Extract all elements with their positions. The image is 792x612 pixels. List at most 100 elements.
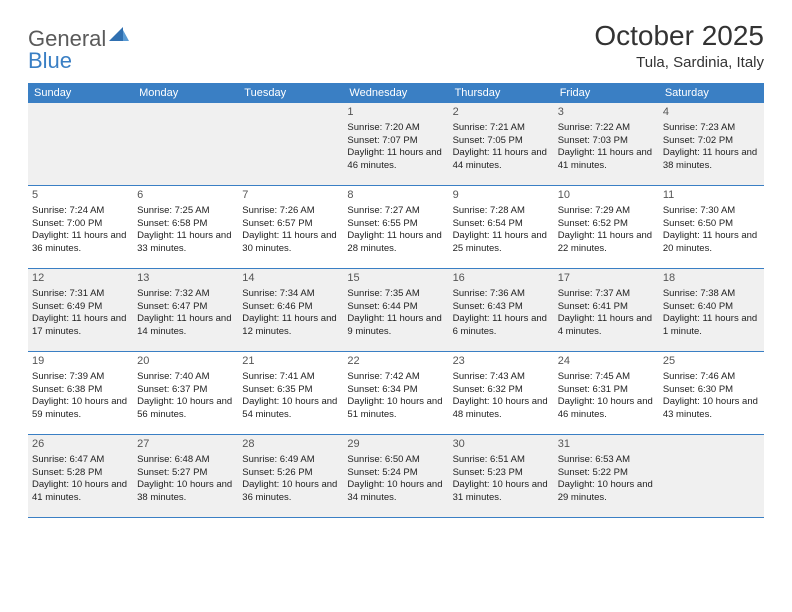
daylight-text: Daylight: 11 hours and 28 minutes. (347, 230, 444, 256)
sunrise-text: Sunrise: 7:34 AM (242, 288, 339, 301)
day-number: 14 (242, 271, 339, 286)
day-cell (28, 103, 133, 185)
day-cell (659, 435, 764, 517)
day-cell: 9Sunrise: 7:28 AMSunset: 6:54 PMDaylight… (449, 186, 554, 268)
daylight-text: Daylight: 11 hours and 44 minutes. (453, 147, 550, 173)
sunset-text: Sunset: 6:47 PM (137, 301, 234, 314)
weekday-header: Friday (554, 83, 659, 103)
daylight-text: Daylight: 10 hours and 41 minutes. (32, 479, 129, 505)
day-number: 2 (453, 105, 550, 120)
sunset-text: Sunset: 7:07 PM (347, 135, 444, 148)
sunset-text: Sunset: 6:35 PM (242, 384, 339, 397)
day-number: 26 (32, 437, 129, 452)
day-number: 13 (137, 271, 234, 286)
weekday-header: Monday (133, 83, 238, 103)
month-title: October 2025 (594, 20, 764, 52)
day-cell: 28 Sunrise: 6:49 AMSunset: 5:26 PMDayligh… (238, 435, 343, 517)
day-number: 1 (347, 105, 444, 120)
sunset-text: Sunset: 6:30 PM (663, 384, 760, 397)
sunrise-text: Sunrise: 7:46 AM (663, 371, 760, 384)
daylight-text: Daylight: 10 hours and 36 minutes. (242, 479, 339, 505)
day-cell: 5Sunrise: 7:24 AMSunset: 7:00 PMDaylight… (28, 186, 133, 268)
day-cell: 13Sunrise: 7:32 AMSunset: 6:47 PMDayligh… (133, 269, 238, 351)
sunset-text: Sunset: 6:58 PM (137, 218, 234, 231)
sunset-text: Sunset: 6:31 PM (558, 384, 655, 397)
sunrise-text: Sunrise: 7:25 AM (137, 205, 234, 218)
day-number: 18 (663, 271, 760, 286)
sunset-text: Sunset: 6:52 PM (558, 218, 655, 231)
logo-triangle-icon (109, 27, 129, 46)
day-number: 28 (242, 437, 339, 452)
sunrise-text: Sunrise: 7:26 AM (242, 205, 339, 218)
sunset-text: Sunset: 5:26 PM (242, 467, 339, 480)
sunset-text: Sunset: 5:22 PM (558, 467, 655, 480)
calendar-grid: SundayMondayTuesdayWednesdayThursdayFrid… (28, 83, 764, 518)
daylight-text: Daylight: 11 hours and 36 minutes. (32, 230, 129, 256)
daylight-text: Daylight: 10 hours and 38 minutes. (137, 479, 234, 505)
daylight-text: Daylight: 10 hours and 34 minutes. (347, 479, 444, 505)
sunrise-text: Sunrise: 7:27 AM (347, 205, 444, 218)
day-cell: 2Sunrise: 7:21 AMSunset: 7:05 PMDaylight… (449, 103, 554, 185)
day-number: 17 (558, 271, 655, 286)
calendar-page: General October 2025 Tula, Sardinia, Ita… (0, 0, 792, 538)
daylight-text: Daylight: 10 hours and 43 minutes. (663, 396, 760, 422)
daylight-text: Daylight: 11 hours and 46 minutes. (347, 147, 444, 173)
day-cell: 24Sunrise: 7:45 AMSunset: 6:31 PMDayligh… (554, 352, 659, 434)
day-cell: 30Sunrise: 6:51 AMSunset: 5:23 PMDayligh… (449, 435, 554, 517)
sunset-text: Sunset: 6:41 PM (558, 301, 655, 314)
sunset-text: Sunset: 6:34 PM (347, 384, 444, 397)
sunrise-text: Sunrise: 7:30 AM (663, 205, 760, 218)
day-number: 5 (32, 188, 129, 203)
sunrise-text: Sunrise: 7:37 AM (558, 288, 655, 301)
weekday-header: Saturday (659, 83, 764, 103)
day-cell: 23Sunrise: 7:43 AMSunset: 6:32 PMDayligh… (449, 352, 554, 434)
sunrise-text: Sunrise: 6:49 AM (242, 454, 339, 467)
day-number: 30 (453, 437, 550, 452)
day-number: 27 (137, 437, 234, 452)
sunrise-text: Sunrise: 7:22 AM (558, 122, 655, 135)
day-number: 4 (663, 105, 760, 120)
daylight-text: Daylight: 11 hours and 22 minutes. (558, 230, 655, 256)
sunrise-text: Sunrise: 7:23 AM (663, 122, 760, 135)
daylight-text: Daylight: 11 hours and 6 minutes. (453, 313, 550, 339)
day-number: 21 (242, 354, 339, 369)
day-cell: 11Sunrise: 7:30 AMSunset: 6:50 PMDayligh… (659, 186, 764, 268)
day-cell: 14Sunrise: 7:34 AMSunset: 6:46 PMDayligh… (238, 269, 343, 351)
daylight-text: Daylight: 11 hours and 17 minutes. (32, 313, 129, 339)
sunrise-text: Sunrise: 7:40 AM (137, 371, 234, 384)
sunset-text: Sunset: 6:38 PM (32, 384, 129, 397)
day-number: 6 (137, 188, 234, 203)
daylight-text: Daylight: 10 hours and 51 minutes. (347, 396, 444, 422)
page-header: General October 2025 Tula, Sardinia, Ita… (28, 20, 764, 71)
sunset-text: Sunset: 7:00 PM (32, 218, 129, 231)
weekday-header: Thursday (449, 83, 554, 103)
day-cell: 21Sunrise: 7:41 AMSunset: 6:35 PMDayligh… (238, 352, 343, 434)
sunrise-text: Sunrise: 7:36 AM (453, 288, 550, 301)
weekday-header-row: SundayMondayTuesdayWednesdayThursdayFrid… (28, 83, 764, 103)
day-cell: 3Sunrise: 7:22 AMSunset: 7:03 PMDaylight… (554, 103, 659, 185)
day-cell: 4 Sunrise: 7:23 AMSunset: 7:02 PMDaylight… (659, 103, 764, 185)
sunrise-text: Sunrise: 7:20 AM (347, 122, 444, 135)
sunset-text: Sunset: 5:24 PM (347, 467, 444, 480)
day-cell: 29Sunrise: 6:50 AMSunset: 5:24 PMDayligh… (343, 435, 448, 517)
sunset-text: Sunset: 6:55 PM (347, 218, 444, 231)
daylight-text: Daylight: 11 hours and 38 minutes. (663, 147, 760, 173)
day-number: 11 (663, 188, 760, 203)
sunset-text: Sunset: 5:28 PM (32, 467, 129, 480)
day-cell: 31Sunrise: 6:53 AMSunset: 5:22 PMDayligh… (554, 435, 659, 517)
day-number: 12 (32, 271, 129, 286)
sunrise-text: Sunrise: 7:41 AM (242, 371, 339, 384)
sunset-text: Sunset: 6:37 PM (137, 384, 234, 397)
day-cell: 26 Sunrise: 6:47 AMSunset: 5:28 PMDayligh… (28, 435, 133, 517)
day-cell: 16Sunrise: 7:36 AMSunset: 6:43 PMDayligh… (449, 269, 554, 351)
sunset-text: Sunset: 6:44 PM (347, 301, 444, 314)
sunrise-text: Sunrise: 6:48 AM (137, 454, 234, 467)
sunrise-text: Sunrise: 6:50 AM (347, 454, 444, 467)
sunset-text: Sunset: 6:49 PM (32, 301, 129, 314)
daylight-text: Daylight: 10 hours and 56 minutes. (137, 396, 234, 422)
sunrise-text: Sunrise: 6:47 AM (32, 454, 129, 467)
day-cell: 7Sunrise: 7:26 AMSunset: 6:57 PMDaylight… (238, 186, 343, 268)
weekday-header: Tuesday (238, 83, 343, 103)
daylight-text: Daylight: 10 hours and 48 minutes. (453, 396, 550, 422)
sunset-text: Sunset: 7:02 PM (663, 135, 760, 148)
